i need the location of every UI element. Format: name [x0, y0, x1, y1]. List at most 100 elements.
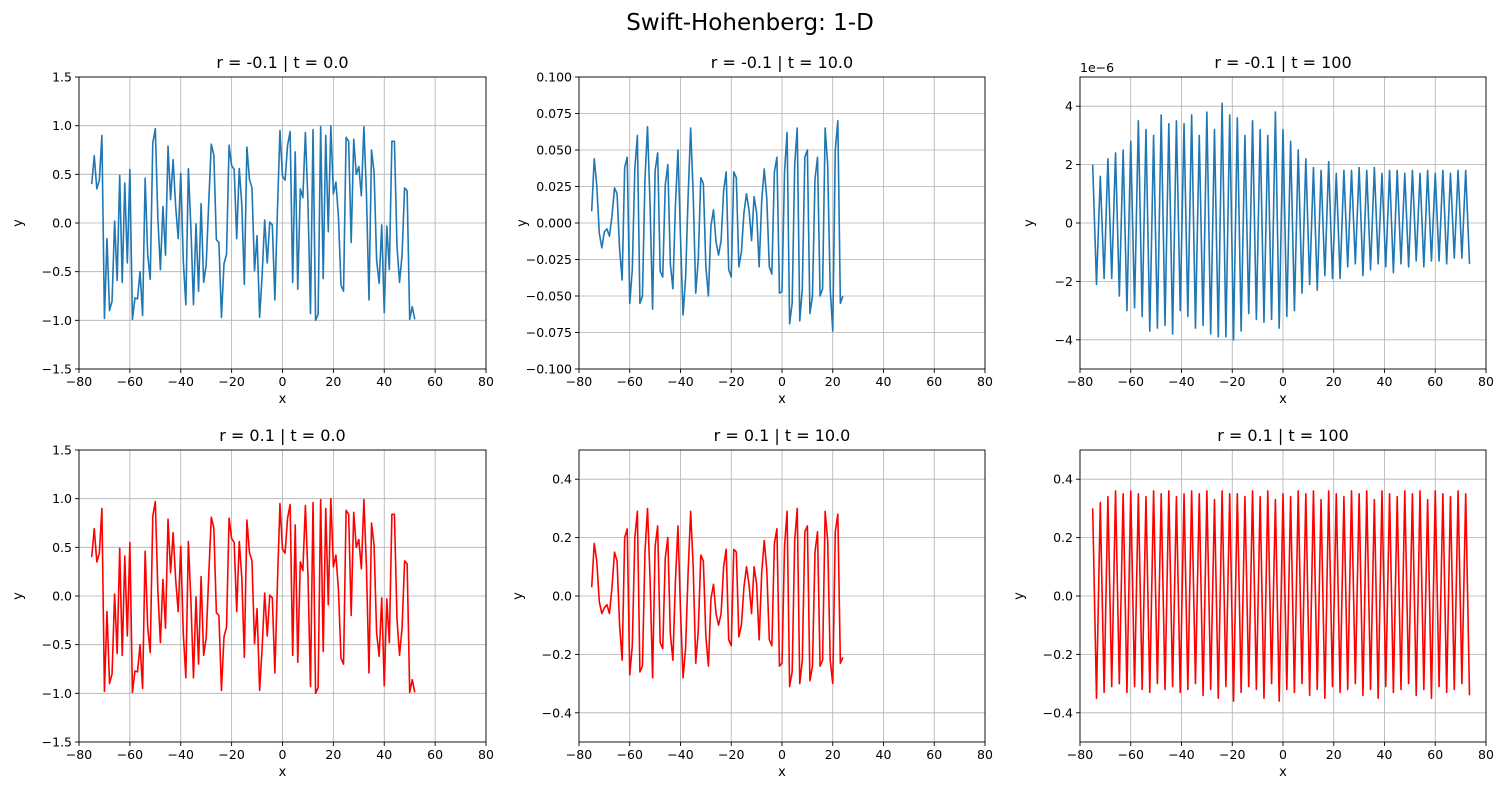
x-tick-label: −80 — [566, 747, 592, 762]
y-tick-label: 0.100 — [536, 70, 572, 85]
x-tick-label: 0 — [279, 374, 287, 389]
y-axis-label: y — [1022, 219, 1037, 227]
y-tick-label: 0.050 — [536, 143, 572, 158]
y-tick-label: −0.4 — [1043, 705, 1073, 720]
x-tick-label: −40 — [667, 374, 693, 389]
x-tick-label: 80 — [1478, 374, 1494, 389]
y-tick-label: −2 — [1055, 274, 1073, 289]
series-line-u(x) — [590, 120, 844, 332]
x-tick-label: −20 — [1219, 374, 1245, 389]
y-tick-label: 0.2 — [552, 530, 572, 545]
y-axis-label: y — [11, 219, 26, 227]
x-tick-label: −80 — [1067, 747, 1093, 762]
x-tick-label: 60 — [926, 747, 942, 762]
x-axis-label: x — [1279, 392, 1287, 407]
x-tick-label: −20 — [1219, 747, 1245, 762]
y-tick-label: 1.5 — [52, 443, 72, 458]
x-tick-label: −60 — [617, 374, 643, 389]
x-tick-label: 0 — [778, 747, 786, 762]
y-tick-label: 0.0 — [552, 589, 572, 604]
panel-title: r = -0.1 | t = 100 — [1214, 53, 1351, 72]
x-tick-label: −20 — [718, 747, 744, 762]
x-tick-label: −80 — [566, 374, 592, 389]
figure-suptitle: Swift-Hohenberg: 1-D — [626, 10, 874, 36]
x-tick-label: 80 — [478, 374, 494, 389]
y-axis-label: y — [11, 592, 26, 600]
panel-1: −80 −60 −40 −20 0 20 40 60 80 −1.5 −1.0 −0.5 0.0 0.5 1… — [11, 53, 494, 407]
x-tick-label: −60 — [1118, 374, 1144, 389]
x-tick-label: −80 — [66, 374, 92, 389]
x-tick-label: 20 — [1326, 747, 1342, 762]
x-tick-label: −20 — [218, 374, 244, 389]
x-tick-label: 40 — [376, 374, 392, 389]
y-tick-label: 4 — [1065, 99, 1073, 114]
y-tick-label: −0.075 — [526, 325, 572, 340]
x-tick-label: 60 — [926, 374, 942, 389]
y-tick-label: −0.2 — [1043, 647, 1073, 662]
y-tick-label: −0.025 — [526, 252, 572, 267]
x-tick-label: 60 — [427, 747, 443, 762]
x-tick-label: −40 — [1168, 374, 1194, 389]
x-tick-label: 80 — [977, 374, 993, 389]
x-tick-label: −40 — [168, 747, 194, 762]
y-tick-label: −0.5 — [42, 264, 72, 279]
x-tick-label: 20 — [325, 374, 341, 389]
panel-title: r = 0.1 | t = 100 — [1217, 426, 1349, 445]
y-tick-label: 0.0 — [1053, 589, 1073, 604]
x-axis-label: x — [1279, 765, 1287, 780]
y-axis-label: y — [515, 219, 530, 227]
y-tick-label: 0.0 — [52, 589, 72, 604]
x-tick-label: −20 — [218, 747, 244, 762]
y-tick-label: 0 — [1065, 216, 1073, 231]
x-tick-label: 20 — [1326, 374, 1342, 389]
x-tick-label: −60 — [617, 747, 643, 762]
x-tick-label: −80 — [1067, 374, 1093, 389]
x-tick-label: −80 — [66, 747, 92, 762]
x-tick-label: 40 — [376, 747, 392, 762]
panel-5: −80 −60 −40 −20 0 20 40 60 80 −0.4 −0.2 0.0 0.2 0.4 r … — [511, 426, 993, 780]
x-tick-label: −20 — [718, 374, 744, 389]
y-offset-label: 1e−6 — [1080, 60, 1114, 75]
y-tick-label: 1.0 — [52, 118, 72, 133]
x-tick-label: 40 — [1377, 374, 1393, 389]
x-tick-label: 80 — [478, 747, 494, 762]
x-tick-label: −40 — [1168, 747, 1194, 762]
x-axis-label: x — [279, 392, 287, 407]
series-line-u(x) — [1091, 102, 1471, 341]
series-line-u(x) — [90, 124, 416, 322]
series-line-u(x) — [590, 507, 844, 688]
x-tick-label: 20 — [825, 747, 841, 762]
x-tick-label: −40 — [168, 374, 194, 389]
x-tick-label: −60 — [117, 374, 143, 389]
y-tick-label: 0.2 — [1053, 530, 1073, 545]
panel-title: r = -0.1 | t = 0.0 — [216, 53, 348, 72]
series-line-u(x) — [90, 497, 416, 695]
x-tick-label: 0 — [1279, 374, 1287, 389]
x-tick-label: 20 — [825, 374, 841, 389]
y-tick-label: −0.2 — [542, 647, 572, 662]
y-tick-label: 0.5 — [52, 540, 72, 555]
x-tick-label: 80 — [1478, 747, 1494, 762]
x-tick-label: 0 — [778, 374, 786, 389]
y-axis-label: y — [511, 592, 526, 600]
y-tick-label: 0.075 — [536, 106, 572, 121]
y-tick-label: −1.5 — [42, 735, 72, 750]
y-tick-label: 2 — [1065, 157, 1073, 172]
x-tick-label: 40 — [1377, 747, 1393, 762]
y-tick-label: −0.100 — [526, 362, 572, 377]
x-tick-label: 20 — [325, 747, 341, 762]
panel-6: −80 −60 −40 −20 0 20 40 60 80 −0.4 −0.2 0.0 0.2 0.4 r … — [1012, 426, 1494, 780]
x-tick-label: −60 — [117, 747, 143, 762]
panel-title: r = 0.1 | t = 10.0 — [714, 426, 851, 445]
x-tick-label: 0 — [279, 747, 287, 762]
x-axis-label: x — [778, 765, 786, 780]
x-tick-label: −60 — [1118, 747, 1144, 762]
y-tick-label: 1.0 — [52, 491, 72, 506]
panel-2: −80 −60 −40 −20 0 20 40 60 80 −0.100 −0.075 −0.050 −… — [515, 53, 993, 407]
y-tick-label: 0.5 — [52, 167, 72, 182]
y-tick-label: −0.4 — [542, 705, 572, 720]
y-tick-label: −1.0 — [42, 686, 72, 701]
y-tick-label: −0.050 — [526, 289, 572, 304]
x-tick-label: 60 — [427, 374, 443, 389]
